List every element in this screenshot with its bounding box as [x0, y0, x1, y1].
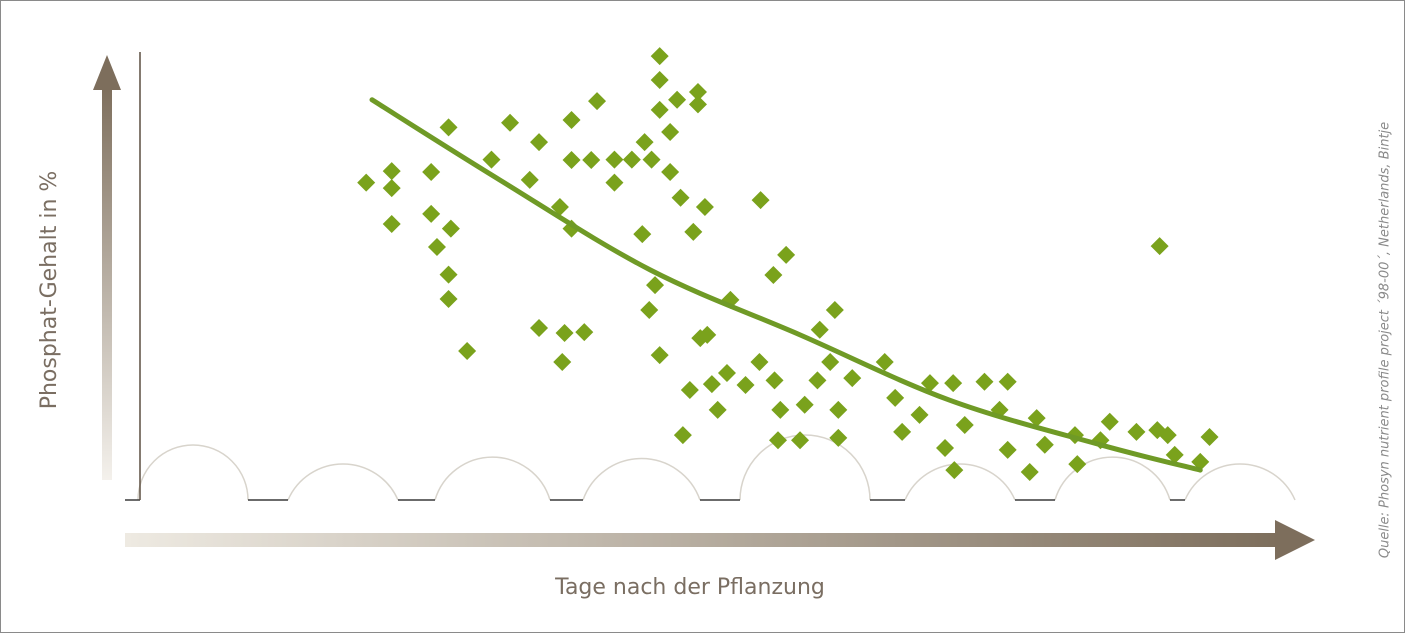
x-axis-label: Tage nach der Pflanzung — [554, 575, 825, 600]
source-note: Quelle: Phosyn nutrient profile project … — [1378, 122, 1393, 558]
y-arrow — [102, 85, 112, 480]
x-arrow — [125, 533, 1280, 547]
y-axis-label: Phosphat-Gehalt in % — [37, 171, 62, 410]
chart: Tage nach der Pflanzung Phosphat-Gehalt … — [0, 0, 1405, 633]
